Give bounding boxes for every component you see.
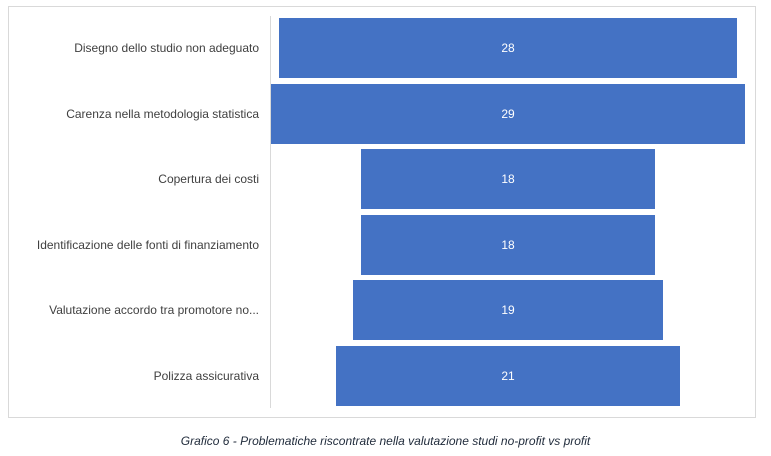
category-axis-line [270,16,271,408]
category-label: Carenza nella metodologia statistica [66,106,259,121]
funnel-bar: 18 [360,214,656,275]
chart-caption: Grafico 6 - Problematiche riscontrate ne… [180,434,591,448]
category-label: Valutazione accordo tra promotore no... [49,303,259,318]
data-label: 29 [501,106,515,121]
category-label: Polizza assicurativa [153,369,259,383]
funnel-bar: 21 [336,346,680,406]
data-label: 21 [501,369,515,383]
funnel-bar: 29 [271,83,745,144]
data-label: 19 [501,303,515,318]
funnel-bar: 19 [352,280,664,341]
category-label: Identificazione delle fonti di finanziam… [36,237,259,252]
data-label: 28 [501,41,515,55]
data-label: 18 [501,172,515,187]
funnel-bar: 28 [279,18,737,78]
chart-area [8,6,756,418]
funnel-bar: 18 [360,149,656,210]
category-label: Disegno dello studio non adeguato [74,41,259,55]
category-label: Copertura dei costi [158,172,259,187]
data-label: 18 [501,237,515,252]
